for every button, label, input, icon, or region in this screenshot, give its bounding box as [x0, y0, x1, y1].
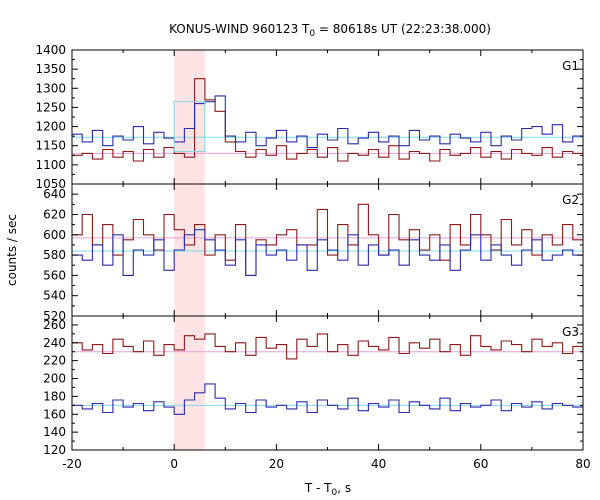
- x-tick-label: 20: [269, 457, 284, 471]
- x-axis-label: T - T0, s: [304, 481, 351, 498]
- g1-y-tick-label: 1050: [35, 177, 66, 191]
- g3-y-tick-label: 200: [43, 372, 66, 386]
- g2-series-high: [72, 203, 583, 276]
- g1-sum-box: [173, 101, 206, 152]
- g2-y-tick-label: 540: [43, 289, 66, 303]
- x-tick-label: 0: [170, 457, 178, 471]
- g1-y-tick-label: 1300: [35, 81, 66, 95]
- g1-series-high: [72, 78, 583, 162]
- plot-area: 10501100115012001250130013501400G1520540…: [35, 43, 590, 471]
- g3-series-low: [72, 383, 583, 415]
- g3-y-tick-label: 240: [43, 336, 66, 350]
- g1-y-tick-label: 1150: [35, 139, 66, 153]
- g2-series-low: [72, 229, 583, 276]
- x-tick-label: 40: [371, 457, 386, 471]
- g1-panel-label: G1: [562, 59, 579, 73]
- g1-y-tick-label: 1350: [35, 62, 66, 76]
- g2-y-tick-label: 560: [43, 268, 66, 282]
- y-axis-label: counts / sec: [5, 214, 19, 286]
- g1-y-tick-label: 1100: [35, 158, 66, 172]
- g3-y-tick-label: 120: [43, 443, 66, 457]
- g3-y-tick-label: 140: [43, 425, 66, 439]
- g2-y-tick-label: 520: [43, 309, 66, 323]
- x-tick-label: 60: [473, 457, 488, 471]
- x-tick-label: 80: [575, 457, 590, 471]
- g2-panel-label: G2: [562, 193, 579, 207]
- g3-y-tick-label: 260: [43, 318, 66, 332]
- g3-panel-label: G3: [562, 325, 579, 339]
- g3-y-tick-label: 160: [43, 407, 66, 421]
- g2-y-tick-label: 600: [43, 228, 66, 242]
- g2-y-tick-label: 620: [43, 207, 66, 221]
- g2-y-tick-label: 580: [43, 248, 66, 262]
- g3-series-high: [72, 333, 583, 360]
- g1-y-tick-label: 1250: [35, 100, 66, 114]
- g1-y-tick-label: 1200: [35, 120, 66, 134]
- g1-panel-frame: [71, 49, 584, 185]
- g1-y-tick-label: 1400: [35, 43, 66, 57]
- g3-y-tick-label: 220: [43, 354, 66, 368]
- chart-title: KONUS-WIND 960123 T0 = 80618s UT (22:23:…: [169, 22, 491, 39]
- g2-y-tick-label: 640: [43, 187, 66, 201]
- g1-series-low: [72, 95, 583, 149]
- x-tick-label: -20: [62, 457, 82, 471]
- g3-y-tick-label: 180: [43, 389, 66, 403]
